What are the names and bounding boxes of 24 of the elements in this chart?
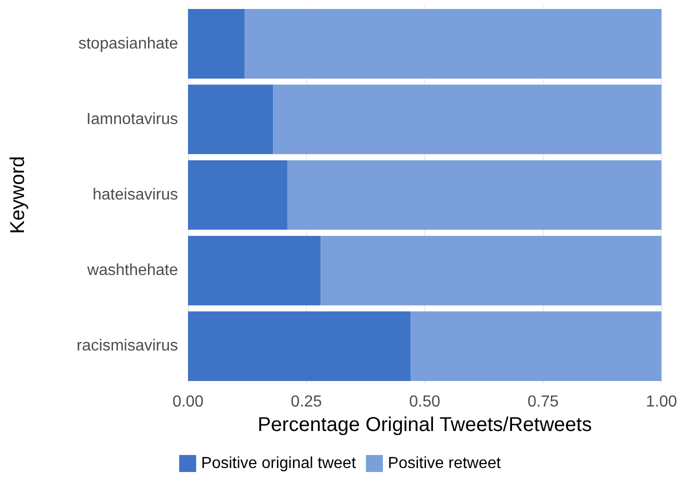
y-tick-label: washthehate [86, 262, 178, 280]
bar [188, 311, 411, 381]
legend-label: Positive original tweet [201, 455, 356, 472]
bar [188, 9, 245, 79]
bar [188, 236, 321, 306]
y-axis-title: Keyword [7, 156, 29, 234]
legend-label: Positive retweet [388, 455, 502, 472]
bar [273, 84, 662, 154]
bar [410, 311, 662, 381]
x-tick-label: 0.75 [528, 394, 559, 410]
y-tick-label: hateisavirus [92, 186, 178, 204]
bar [188, 160, 288, 230]
x-tick-label: 0.25 [290, 394, 322, 410]
x-axis-title: Percentage Original Tweets/Retweets [258, 414, 592, 436]
x-tick-label: 0.50 [409, 394, 440, 410]
bar [244, 9, 662, 79]
x-tick-label: 1.00 [646, 394, 678, 410]
bar [287, 160, 662, 230]
y-tick-label: racismisavirus [76, 338, 178, 355]
bar [320, 236, 662, 306]
bar [188, 84, 274, 154]
y-tick-label: stopasianhate [78, 35, 178, 52]
x-tick-label: 0.00 [172, 394, 204, 410]
y-tick-label: Iamnotavirus [86, 110, 178, 128]
